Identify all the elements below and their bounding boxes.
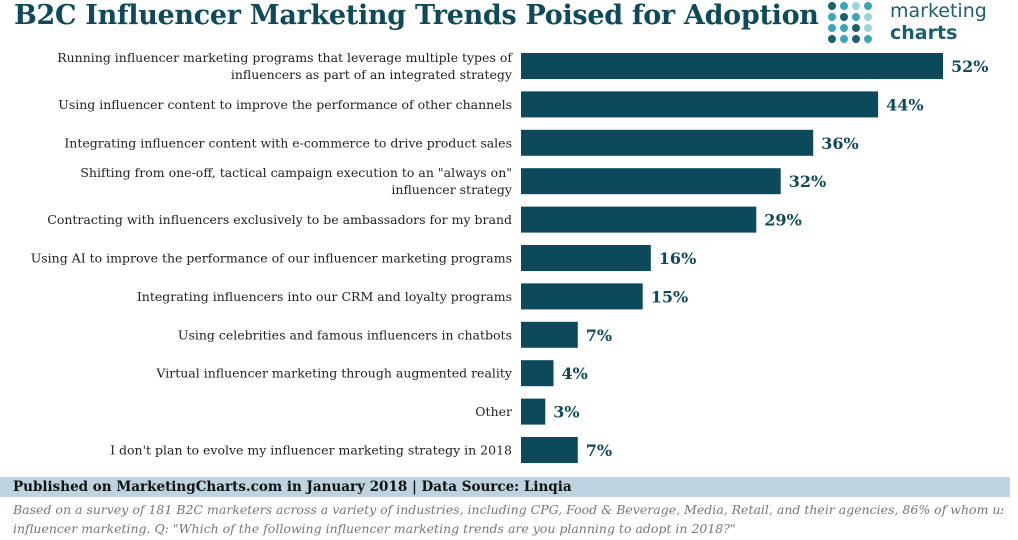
footer-note: Based on a survey of 181 B2C marketers a… xyxy=(13,500,1003,540)
category-label: influencer strategy xyxy=(391,182,513,197)
bar xyxy=(521,437,578,463)
bar-value-label: 7% xyxy=(586,441,612,460)
logo-dot xyxy=(852,13,860,21)
logo-dot xyxy=(828,24,836,32)
category-label: I don't plan to evolve my influencer mar… xyxy=(110,443,512,458)
category-label: Integrating influencer content with e-co… xyxy=(64,135,512,150)
footer-note-line2: influencer marketing. Q: "Which of the f… xyxy=(13,521,736,536)
logo-dot xyxy=(864,13,872,21)
category-label: Other xyxy=(475,404,512,419)
category-label: Contracting with influencers exclusively… xyxy=(47,212,512,227)
bar-value-label: 44% xyxy=(886,95,923,114)
logo-dot xyxy=(852,2,860,10)
logo-dots-icon xyxy=(828,2,872,43)
category-label: Using influencer content to improve the … xyxy=(58,97,512,112)
bar xyxy=(521,321,578,348)
logo-dot xyxy=(840,35,848,43)
bar xyxy=(521,168,781,195)
bar xyxy=(521,53,943,79)
bar xyxy=(521,245,651,271)
footer-note-line1: Based on a survey of 181 B2C marketers a… xyxy=(13,502,1003,517)
logo-dot xyxy=(864,2,872,10)
logo-dot xyxy=(828,2,836,10)
logo-dot xyxy=(840,2,848,10)
logo-dot xyxy=(828,13,836,21)
bar xyxy=(521,283,643,310)
bar-value-label: 52% xyxy=(951,57,988,76)
category-label: Integrating influencers into our CRM and… xyxy=(137,289,512,304)
category-label: Shifting from one-off, tactical campaign… xyxy=(80,165,512,180)
category-label: influencers as part of an integrated str… xyxy=(231,67,513,82)
category-label: Virtual influencer marketing through aug… xyxy=(155,366,513,381)
chart-title: B2C Influencer Marketing Trends Poised f… xyxy=(14,0,819,31)
category-label: Using celebrities and famous influencers… xyxy=(178,327,512,342)
bar-value-label: 16% xyxy=(659,249,696,268)
bar xyxy=(521,398,546,425)
logo-dot xyxy=(828,35,836,43)
logo-text: marketing charts xyxy=(890,0,987,44)
bar-value-label: 32% xyxy=(789,172,826,191)
bar-chart: 52% Running influencer marketing programs… xyxy=(31,50,988,463)
logo-dot xyxy=(840,24,848,32)
category-label: Using AI to improve the performance of o… xyxy=(31,251,512,266)
logo-dot xyxy=(852,24,860,32)
footer-source-bar: Published on MarketingCharts.com in Janu… xyxy=(0,477,1010,497)
logo-dot xyxy=(864,35,872,43)
footer-published: Published on MarketingCharts.com in Janu… xyxy=(13,479,572,495)
bar-value-label: 4% xyxy=(562,364,588,383)
bar xyxy=(521,91,879,118)
logo-dot xyxy=(840,13,848,21)
category-label: Running influencer marketing programs th… xyxy=(57,50,513,65)
logo-dot xyxy=(864,24,872,32)
bar-value-label: 3% xyxy=(553,403,579,422)
bar-value-label: 29% xyxy=(764,211,801,230)
bar-value-label: 7% xyxy=(586,326,612,345)
logo-dot xyxy=(852,35,860,43)
logo-line1: marketing xyxy=(890,0,987,22)
marketingcharts-logo: marketing charts xyxy=(826,0,1012,46)
bar-value-label: 36% xyxy=(821,134,858,153)
bar xyxy=(521,206,757,233)
bar xyxy=(521,129,814,156)
bar xyxy=(521,360,554,387)
bar-value-label: 15% xyxy=(651,287,688,306)
logo-line2: charts xyxy=(890,22,958,44)
